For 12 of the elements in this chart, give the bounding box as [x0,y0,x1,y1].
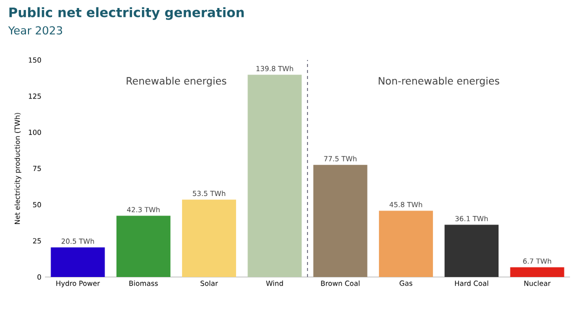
bar [182,200,236,277]
annotation: Non-renewable energies [378,76,500,87]
bar [510,267,564,277]
bar [378,210,433,277]
bar [116,216,170,277]
bar [313,164,368,277]
bar [50,247,105,277]
annotation: Renewable energies [126,76,226,87]
chart-subtitle: Year 2023 [8,26,62,35]
bar [248,74,302,277]
chart-title: Public net electricity generation [9,7,244,20]
bar [444,224,499,277]
